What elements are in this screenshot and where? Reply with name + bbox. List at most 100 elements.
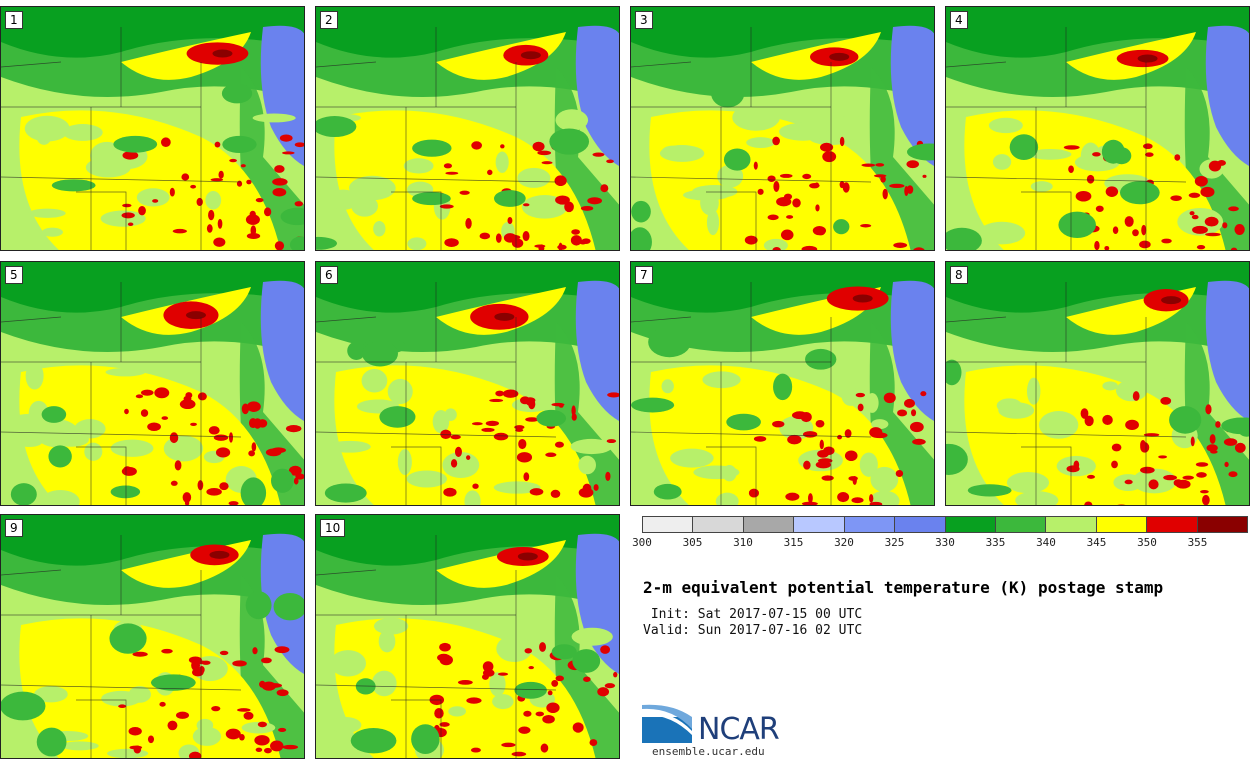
map-shape [592,152,605,157]
map-shape [1104,246,1110,250]
map-shape [802,173,812,180]
map-shape [270,740,284,752]
map-shape [589,739,598,746]
map-shape [821,475,834,481]
map-shape [815,419,825,428]
map-shape [316,431,557,438]
map-shape [124,408,129,415]
valid-time: Valid: Sun 2017-07-16 02 UTC [643,623,863,638]
legend-tick-label: 310 [733,536,753,549]
stamp-panel-8: 8 [945,261,1250,506]
map-shape [493,190,526,207]
map-shape [185,311,206,320]
map-shape [289,236,304,250]
map-shape [605,471,611,481]
map-shape [706,209,720,236]
map-shape [613,671,618,678]
map-shape [324,483,367,503]
map-shape [181,113,203,124]
map-shape [746,137,776,148]
map-shape [443,487,457,497]
map-shape [1087,474,1095,479]
map-field [316,515,619,758]
map-shape [920,391,927,397]
map-shape [436,32,566,80]
map-shape [1095,205,1104,212]
map-shape [837,491,850,503]
map-shape [254,735,270,746]
map-shape [520,51,541,60]
map-shape [1086,174,1095,184]
map-shape [726,413,761,431]
legend-tick-label: 340 [1036,536,1056,549]
map-shape [107,748,149,758]
map-shape [883,392,896,404]
map-shape [316,316,377,323]
map-shape [272,188,287,197]
map-shape [1028,148,1072,160]
panel-number: 4 [950,11,968,29]
map-shape [411,724,440,754]
map-shape [128,686,151,703]
legend-tick-label: 330 [935,536,955,549]
map-shape [76,699,127,758]
legend-tick-label: 320 [834,536,854,549]
map-shape [373,617,409,635]
map-shape [121,212,135,219]
map-shape [1084,501,1093,505]
map-shape [1030,181,1053,192]
map-shape [988,117,1023,134]
map-shape [786,215,794,219]
map-shape [152,199,159,203]
panel-number: 8 [950,266,968,284]
map-shape [245,591,272,620]
map-shape [575,25,619,166]
map-field [1,262,304,505]
map-shape [913,247,925,250]
map-field [316,262,619,505]
map-shape [122,151,139,160]
map-shape [517,167,551,188]
map-shape [240,477,267,505]
map-shape [140,409,149,417]
panel-number: 9 [5,519,23,537]
map-shape [316,515,619,566]
map-shape [706,446,757,505]
map-shape [631,397,675,413]
map-shape [495,390,504,397]
map-shape [523,710,532,717]
map-shape [470,747,481,753]
map-shape [443,163,453,169]
map-shape [28,208,66,218]
map-shape [1140,466,1155,474]
map-shape [439,204,454,209]
map-shape [855,392,866,398]
map-shape [670,448,714,468]
map-shape [1111,147,1132,165]
map-shape [946,443,968,475]
map-shape [546,702,560,714]
map-shape [1158,455,1168,459]
map-shape [528,665,534,670]
map-shape [607,392,619,398]
map-shape [597,687,610,697]
map-shape [132,651,148,657]
map-shape [1102,414,1113,426]
map-shape [464,490,481,505]
map-shape [661,145,684,158]
map-shape [246,401,261,412]
map-shape [437,653,451,662]
map-shape [763,238,788,250]
map-shape [251,442,257,452]
map-shape [606,439,617,444]
map-shape [631,316,692,323]
map-shape [1015,491,1059,505]
panel-number: 6 [320,266,338,284]
map-shape [219,482,229,491]
map-shape [880,175,886,183]
map-shape [263,207,272,217]
map-shape [803,460,811,470]
map-shape [1111,443,1122,452]
map-shape [481,427,495,432]
map-shape [909,421,924,433]
